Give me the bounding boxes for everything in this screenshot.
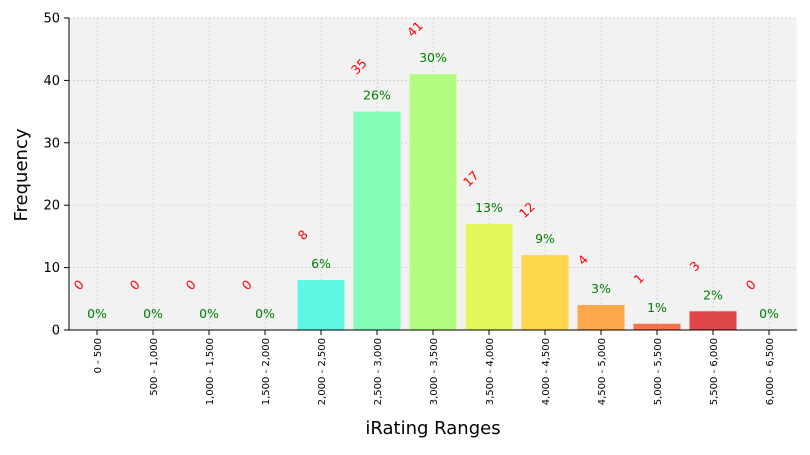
bar xyxy=(297,280,345,330)
percent-label: 9% xyxy=(535,231,555,246)
x-tick-label: 5,000 - 5,500 xyxy=(653,338,664,405)
percent-label: 26% xyxy=(363,88,391,103)
bars xyxy=(297,74,737,330)
y-tick-label: 20 xyxy=(43,199,60,214)
x-tick-label: 500 - 1,000 xyxy=(149,338,160,396)
x-tick-label: 4,500 - 5,000 xyxy=(597,338,608,405)
x-tick-label: 4,000 - 4,500 xyxy=(541,338,552,405)
y-tick-label: 10 xyxy=(43,261,60,276)
y-tick-label: 50 xyxy=(43,12,60,27)
x-tick-label: 1,000 - 1,500 xyxy=(205,338,216,405)
x-tick-label: 5,500 - 6,000 xyxy=(709,338,720,405)
percent-label: 6% xyxy=(311,256,331,271)
percent-label: 1% xyxy=(647,300,667,315)
y-axis-title: Frequency xyxy=(11,128,32,221)
bar xyxy=(633,323,681,330)
x-tick-label: 1,500 - 2,000 xyxy=(261,338,272,405)
y-tick-label: 30 xyxy=(43,136,60,151)
x-tick-label: 3,000 - 3,500 xyxy=(429,338,440,405)
bar xyxy=(689,311,737,330)
percent-label: 0% xyxy=(143,306,163,321)
bar xyxy=(577,305,625,330)
percent-label: 0% xyxy=(199,306,219,321)
x-tick-label: 0 - 500 xyxy=(93,338,104,373)
x-tick-label: 3,500 - 4,000 xyxy=(485,338,496,405)
x-tick-label: 6,000 - 6,500 xyxy=(765,338,776,405)
percent-label: 0% xyxy=(759,306,779,321)
bar xyxy=(521,255,569,330)
x-tick-label: 2,000 - 2,500 xyxy=(317,338,328,405)
bar xyxy=(409,74,457,330)
y-tick-label: 0 xyxy=(52,324,60,339)
bar xyxy=(465,223,513,330)
percent-label: 30% xyxy=(419,50,447,65)
bar xyxy=(353,111,401,330)
percent-label: 0% xyxy=(255,306,275,321)
percent-label: 13% xyxy=(475,200,503,215)
y-tick-label: 40 xyxy=(43,74,60,89)
percent-label: 3% xyxy=(591,281,611,296)
x-ticks: 0 - 500 500 - 1,000 1,000 - 1,500 1,500 - 2… xyxy=(93,330,776,405)
percent-label: 0% xyxy=(87,306,107,321)
y-ticks: 0 10 20 30 40 50 xyxy=(43,12,69,339)
x-tick-label: 2,500 - 3,000 xyxy=(373,338,384,405)
data-labels: 0%00%00%00%06%826%35 30%4113%179%123%41%1… xyxy=(71,18,779,321)
x-axis-title: iRating Ranges xyxy=(365,418,500,439)
percent-label: 2% xyxy=(703,287,723,302)
